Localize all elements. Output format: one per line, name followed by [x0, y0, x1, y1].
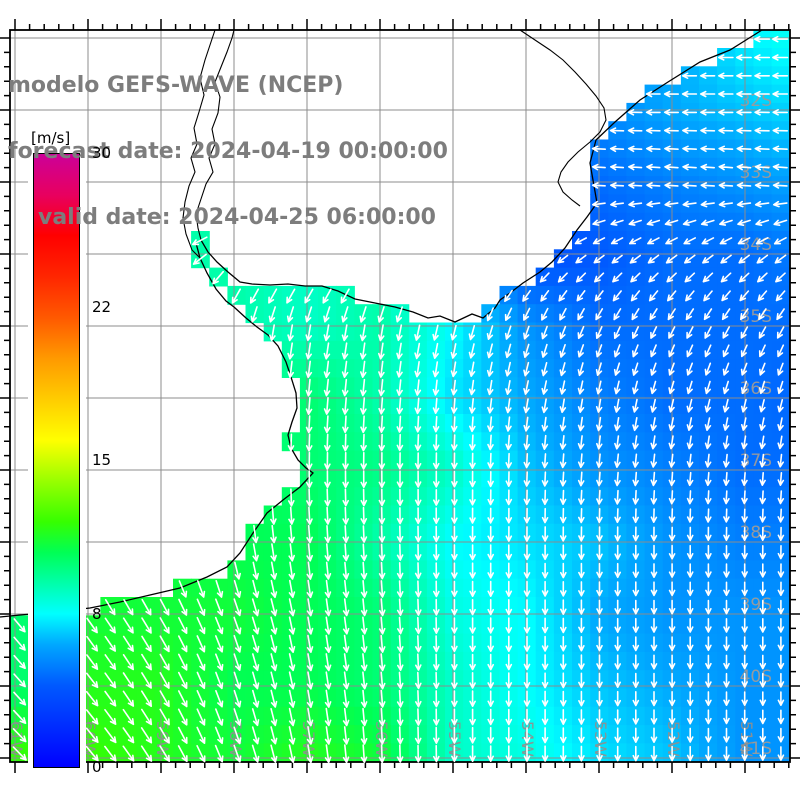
colorbar-tick-label: 8: [92, 604, 102, 623]
coastline-path: [0, 29, 763, 618]
river-line: [195, 29, 235, 241]
colorbar-tick-label: 15: [92, 451, 112, 469]
colorbar-tick-label: 22: [92, 297, 112, 316]
river-line: [182, 29, 216, 259]
colorbar-tick-label: 30: [92, 144, 112, 162]
longitude-label: 57W: [299, 721, 318, 757]
colorbar-unit-label: [m/s]: [31, 129, 71, 147]
wind-arrows: [12, 35, 789, 764]
river-line: [519, 29, 607, 207]
coastline: [0, 29, 763, 618]
latitude-label: 32S: [740, 91, 772, 111]
latitude-label: 41S: [740, 739, 772, 759]
longitude-label: 59W: [153, 721, 172, 757]
longitude-label: 61W: [7, 721, 26, 757]
colorbar-gradient: [33, 153, 80, 768]
colorbar-tick-label: 0: [92, 758, 102, 776]
